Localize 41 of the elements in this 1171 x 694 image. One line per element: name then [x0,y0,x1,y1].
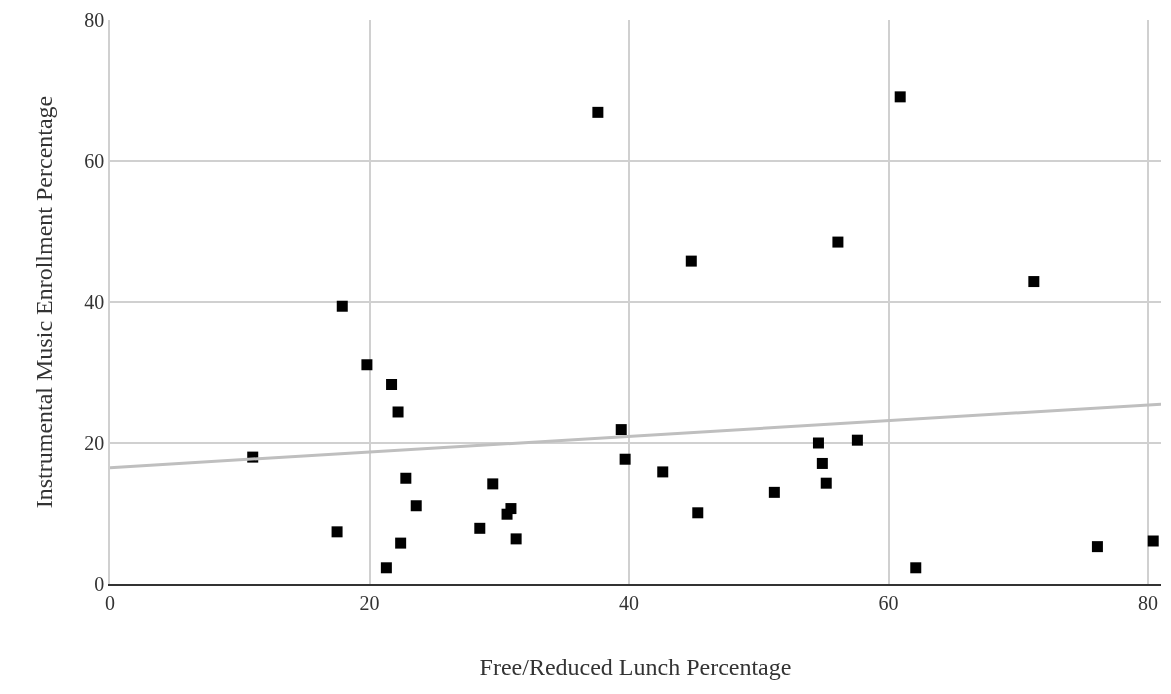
point [768,486,780,498]
point [615,424,627,436]
point [592,106,604,118]
x-tick-label: 20 [359,592,380,614]
point [400,472,412,484]
x-axis-title: Free/Reduced Lunch Percentage [479,653,792,680]
point [816,457,828,469]
y-tick-label: 20 [84,432,105,454]
point [820,477,832,489]
point [361,359,373,371]
point [474,522,486,534]
point [894,91,906,103]
point [395,537,407,549]
point [619,453,631,465]
point [380,562,392,574]
y-tick-label: 40 [84,291,105,313]
y-tick-label: 60 [84,150,105,172]
point [392,406,404,418]
y-axis-title: Instrumental Music Enrollment Percentage [30,95,57,509]
y-tick-label: 0 [94,573,105,595]
point [487,478,499,490]
point [832,236,844,248]
x-tick-label: 40 [619,592,640,614]
point [510,533,522,545]
point [410,500,422,512]
point [685,255,697,267]
x-tick-label: 60 [878,592,899,614]
point [1091,541,1103,553]
y-tick-label: 80 [84,9,105,31]
point [336,300,348,312]
point [851,434,863,446]
point [692,507,704,519]
point [331,526,343,538]
point [812,437,824,449]
x-tick-label: 80 [1138,592,1159,614]
point [386,378,398,390]
point [1028,276,1040,288]
point [657,466,669,478]
point [501,508,513,520]
point [1147,535,1159,547]
point [910,562,922,574]
